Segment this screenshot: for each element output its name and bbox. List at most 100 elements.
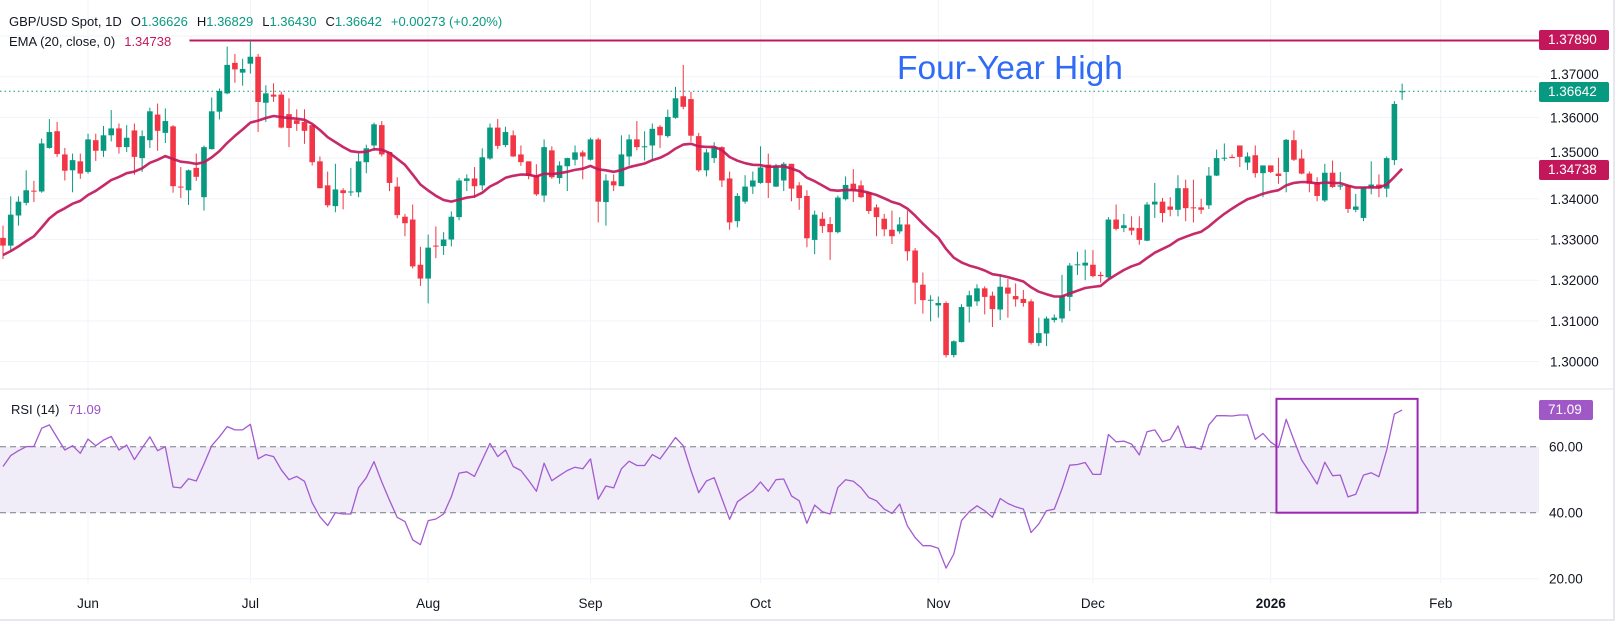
candle-body (1252, 155, 1259, 174)
candle-body (324, 185, 331, 206)
candle (224, 46, 230, 95)
time-axis-label: Aug (416, 596, 440, 611)
candle-body (85, 139, 91, 172)
candle-body (355, 161, 362, 193)
candle (85, 133, 91, 174)
ema-legend: EMA (20, close, 0) 1.34738 (9, 34, 171, 49)
candle-body (1267, 165, 1274, 172)
time-axis-label: Sep (578, 596, 602, 611)
candle-body (247, 56, 254, 64)
candle (1237, 145, 1243, 168)
candle (479, 148, 486, 191)
candle (950, 340, 957, 358)
candle-body (881, 218, 888, 230)
candle-body (363, 148, 370, 163)
candle (1298, 149, 1305, 175)
candle (634, 121, 640, 151)
candle-body (1391, 103, 1398, 161)
candle (796, 182, 802, 210)
candle-body (780, 163, 787, 181)
candle (804, 190, 810, 248)
candle (1182, 179, 1189, 222)
candle (1082, 249, 1088, 281)
candle (1175, 175, 1181, 217)
candle-body (1105, 219, 1112, 278)
candle-body (572, 152, 578, 160)
candle (1337, 171, 1344, 190)
candle (208, 97, 215, 150)
time-axis-label: 2026 (1256, 596, 1287, 611)
candle-body (819, 218, 826, 227)
candle (835, 195, 841, 234)
candle-body (139, 136, 145, 159)
candle (309, 125, 315, 166)
candle (185, 169, 192, 205)
candle (46, 119, 53, 149)
candle-body (556, 165, 563, 179)
candle (572, 145, 578, 166)
candle-body (1213, 158, 1220, 176)
candle (62, 147, 68, 181)
ema-legend-value: 1.34738 (124, 34, 172, 49)
candle-body (626, 139, 632, 157)
candle (518, 145, 524, 166)
candle (494, 119, 501, 150)
time-axis-label: Jul (242, 596, 259, 611)
candle-body (1198, 207, 1204, 210)
candle-body (1020, 298, 1027, 303)
candle (301, 109, 308, 144)
symbol-label[interactable]: GBP/USD Spot, 1D (9, 14, 122, 29)
candle (1105, 217, 1112, 279)
candle-body (734, 195, 741, 222)
candle-body (1066, 265, 1073, 297)
candle-body (92, 140, 99, 151)
four-year-high-annotation[interactable]: Four-Year High (897, 50, 1123, 87)
candle-body (1275, 173, 1282, 177)
candle-body (185, 170, 192, 191)
candle (1043, 316, 1050, 347)
candle-body (788, 163, 795, 189)
candle-body (842, 184, 849, 200)
last-price-badge: 1.36642 (1539, 82, 1609, 102)
candle (402, 213, 408, 237)
candle (386, 151, 393, 192)
change-value: +0.00273 (+0.20%) (390, 14, 503, 29)
candle (239, 58, 246, 86)
candle (742, 175, 748, 204)
candle (1314, 177, 1320, 202)
candle-body (579, 152, 586, 157)
candle (1383, 156, 1390, 198)
price-axis-label: 1.37000 (1550, 67, 1599, 82)
candle (533, 164, 540, 196)
time-axis-label: Jun (77, 596, 99, 611)
low-value: 1.36430 (269, 14, 317, 29)
candle (1206, 167, 1212, 209)
candle-body (1221, 157, 1228, 159)
candle (193, 153, 200, 181)
candle (1229, 154, 1235, 159)
candle (464, 174, 470, 192)
candle-body (386, 151, 393, 183)
candle (1368, 161, 1375, 195)
candle (154, 103, 161, 151)
candle (332, 163, 339, 213)
candle-body (587, 139, 594, 160)
price-axis-label: 1.35000 (1550, 145, 1599, 160)
ema-legend-label[interactable]: EMA (20, close, 0) (9, 34, 116, 49)
candle-body (1128, 227, 1135, 231)
candle (293, 109, 300, 131)
candle-body (966, 295, 973, 307)
candle-body (54, 131, 60, 155)
price-axis-label: 1.34000 (1550, 192, 1599, 207)
candle-body (827, 224, 833, 233)
candle-body (116, 128, 122, 148)
rsi-legend-label[interactable]: RSI (14) (11, 402, 60, 417)
candle (1345, 184, 1351, 214)
candle (1066, 263, 1073, 312)
candle (695, 132, 702, 172)
candle-body (974, 288, 980, 302)
candle-body (433, 245, 439, 247)
candle (896, 217, 903, 234)
candle (1267, 165, 1274, 174)
